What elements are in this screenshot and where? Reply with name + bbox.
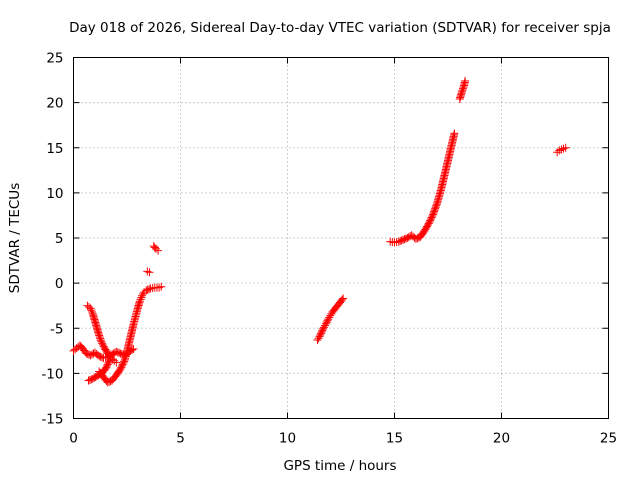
data-point — [557, 145, 566, 154]
data-point — [151, 244, 160, 253]
chart-title: Day 018 of 2026, Sidereal Day-to-day VTE… — [69, 20, 611, 36]
y-tick-label: 5 — [55, 231, 64, 247]
x-tick-label: 25 — [600, 431, 617, 447]
data-point — [112, 358, 121, 367]
data-point — [136, 295, 145, 304]
x-tick-label: 5 — [176, 431, 185, 447]
y-tick-label: 25 — [46, 51, 63, 67]
data-point — [553, 148, 562, 157]
data-point — [325, 313, 334, 322]
data-point — [319, 324, 328, 333]
data-point — [450, 129, 459, 138]
data-point — [313, 335, 322, 344]
data-point — [338, 295, 347, 304]
y-tick-label: -5 — [50, 321, 63, 337]
data-points — [69, 76, 570, 387]
data-point — [314, 334, 323, 343]
x-tick-labels: 0 5 10 15 20 25 — [69, 431, 617, 447]
y-tick-label: 0 — [55, 276, 64, 292]
data-point — [561, 143, 570, 152]
y-tick-label: -10 — [41, 366, 63, 382]
data-point — [555, 146, 564, 155]
data-point — [105, 357, 114, 366]
data-point — [145, 268, 154, 277]
data-point — [157, 282, 166, 291]
grid-lines — [73, 57, 609, 419]
data-point — [326, 311, 335, 320]
data-point — [154, 246, 163, 255]
data-point — [143, 267, 152, 276]
data-point — [139, 289, 148, 298]
data-point — [320, 321, 329, 330]
data-point — [105, 355, 114, 364]
data-point — [137, 291, 146, 300]
x-tick-label: 15 — [386, 431, 403, 447]
x-tick-label: 0 — [69, 431, 78, 447]
y-tick-labels: -15 -10 -5 0 5 10 15 20 25 — [41, 51, 63, 428]
data-point — [135, 297, 144, 306]
x-tick-label: 20 — [493, 431, 510, 447]
data-point — [155, 283, 164, 292]
data-point — [145, 285, 154, 294]
data-point — [86, 304, 95, 313]
data-point — [88, 308, 97, 317]
data-point — [87, 306, 96, 315]
x-axis-label: GPS time / hours — [283, 458, 396, 474]
data-point — [323, 316, 332, 325]
data-point — [137, 293, 146, 302]
data-point — [339, 294, 348, 303]
y-tick-label: 20 — [46, 96, 63, 112]
data-point — [324, 315, 333, 324]
data-point — [110, 356, 119, 365]
y-tick-label: 10 — [46, 186, 63, 202]
data-point — [461, 76, 470, 85]
y-axis-label: SDTVAR / TECUs — [7, 183, 23, 293]
data-point — [559, 144, 568, 153]
y-tick-label: 15 — [46, 141, 63, 157]
y-tick-label: -15 — [41, 412, 63, 428]
x-tick-label: 10 — [279, 431, 296, 447]
axis-ticks — [73, 57, 609, 419]
data-point — [319, 323, 328, 332]
